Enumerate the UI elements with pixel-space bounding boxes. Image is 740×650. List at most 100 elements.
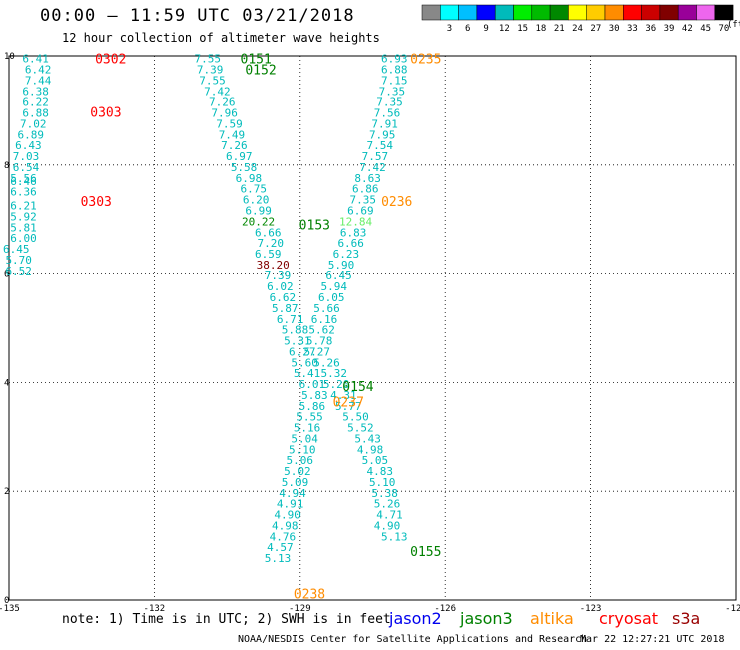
swh-point-altika: 12.84 [339, 215, 372, 228]
swh-point-altika: 6.45 [325, 269, 352, 282]
swh-point-altika: 5.43 [354, 432, 381, 445]
swh-point-altika: 7.15 [381, 74, 408, 87]
swh-point-jason3: 7.55 [194, 53, 221, 66]
swh-point-jason3: 5.10 [289, 443, 316, 456]
colorbar-swatch [714, 4, 734, 21]
swh-point-jason3: 6.02 [267, 280, 294, 293]
swh-point-altika: 5.38 [371, 487, 398, 500]
colorbar-tick-label: 6 [465, 24, 470, 34]
pass-time-label: 0303 [81, 195, 112, 210]
swh-point-jason3: 6.59 [255, 248, 282, 261]
colorbar-tick-label: 24 [572, 24, 583, 34]
swh-point-cryosat: 5.56 [10, 172, 37, 185]
colorbar-tick-label: 21 [554, 24, 565, 34]
colorbar-swatch [659, 4, 679, 21]
swh-point-cryosat: 5.70 [5, 254, 32, 267]
swh-point-altika: 7.35 [350, 194, 377, 207]
y-tick-label: 10 [4, 52, 15, 62]
swh-point-cryosat: 6.88 [22, 107, 49, 120]
pass-time-label: 0237 [333, 395, 364, 410]
colorbar: 3 6 9 12 15 18 21 24 27 30 33 36 39 42 45 70 [421, 4, 734, 34]
x-tick-label: -123 [580, 604, 602, 614]
pass-time-label: 0302 [95, 53, 126, 68]
swh-point-altika: 7.57 [362, 150, 389, 163]
legend-jason3: jason3 [460, 609, 513, 628]
swh-point-jason3: 5.04 [291, 432, 318, 445]
x-tick-label: -129 [289, 604, 311, 614]
swh-point-jason3: 7.20 [257, 237, 284, 250]
swh-point-altika: 6.88 [381, 64, 408, 77]
swh-point-altika: 5.26 [374, 498, 401, 511]
swh-point-cryosat: 6.41 [22, 53, 49, 66]
plot-frame [8, 55, 737, 601]
swh-point-cryosat: 7.03 [13, 150, 40, 163]
y-tick-label: 4 [4, 378, 9, 388]
swh-point-altika: 4.90 [374, 519, 401, 532]
swh-point-jason3: 5.58 [231, 161, 258, 174]
swh-point-jason3: 4.91 [277, 498, 304, 511]
swh-point-jason3: 5.86 [299, 400, 326, 413]
colorbar-swatch [623, 4, 642, 21]
colorbar-tick-label: 9 [483, 24, 488, 34]
swh-point-cryosat: 6.54 [13, 161, 40, 174]
swh-point-altika: 5.77 [335, 400, 362, 413]
swh-point-altika: 7.35 [376, 96, 403, 109]
swh-point-altika: 6.23 [333, 248, 360, 261]
x-tick-label: -126 [434, 604, 456, 614]
swh-point-jason3: 5.13 [265, 552, 292, 565]
swh-point-jason3: 5.16 [294, 422, 321, 435]
swh-point-altika: 5.10 [369, 476, 396, 489]
pass-time-label: 0236 [381, 195, 412, 210]
colorbar-tick-label: 36 [645, 24, 656, 34]
swh-point-jason3: 4.76 [270, 530, 297, 543]
swh-point-jason3: 5.09 [282, 476, 309, 489]
swh-point-altika: 6.93 [381, 53, 408, 66]
swh-point-altika: 6.83 [340, 226, 367, 239]
chart-subtitle: 12 hour collection of altimeter wave hei… [62, 31, 380, 45]
swh-point-altika: 5.62 [308, 324, 335, 337]
swh-point-altika: 5.78 [306, 335, 333, 348]
swh-point-jason3: 5.02 [284, 465, 311, 478]
colorbar-swatch [458, 4, 478, 21]
pass-time-label: 0151 [241, 53, 272, 68]
swh-point-altika: 7.54 [367, 139, 394, 152]
swh-point-altika: 6.66 [337, 237, 364, 250]
colorbar-swatch [568, 4, 587, 21]
colorbar-swatch [586, 4, 606, 21]
colorbar-tick-label: 12 [499, 24, 510, 34]
swh-point-altika: 6.69 [347, 204, 374, 217]
colorbar-tick-label: 39 [664, 24, 675, 34]
swh-point-altika: 5.13 [381, 530, 408, 543]
y-tick-label: 8 [4, 161, 9, 171]
swh-point-jason3: 5.83 [301, 389, 328, 402]
colorbar-swatch [494, 4, 514, 21]
swh-point-cryosat: 6.00 [10, 232, 37, 245]
pass-time-label: 0235 [410, 53, 441, 68]
swh-point-altika: 7.42 [359, 161, 386, 174]
swh-point-jason3: 7.39 [265, 269, 292, 282]
swh-point-cryosat: 6.36 [10, 185, 37, 198]
y-tick-label: 2 [4, 487, 9, 497]
swh-point-altika: 5.50 [342, 411, 369, 424]
swh-point-altika: 5.66 [313, 302, 340, 315]
swh-point-jason3: 6.97 [226, 150, 253, 163]
colorbar-tick-label: 33 [627, 24, 638, 34]
swh-point-jason3: 4.94 [279, 487, 306, 500]
swh-point-jason3: 20.22 [242, 215, 275, 228]
colorbar-swatch [531, 4, 551, 21]
swh-point-cryosat: 6.43 [15, 139, 42, 152]
swh-point-jason3: 7.49 [219, 128, 246, 141]
swh-point-jason3: 6.62 [270, 291, 297, 304]
colorbar-swatch [677, 4, 697, 21]
x-tick-label: -120 [725, 604, 740, 614]
swh-point-jason3: 6.66 [255, 226, 282, 239]
swh-point-cryosat: 6.46 [10, 175, 37, 188]
swh-point-jason3: 7.55 [199, 74, 226, 87]
swh-point-jason3: 7.39 [197, 64, 224, 77]
swh-point-cryosat: 6.21 [10, 200, 37, 213]
colorbar-swatch [641, 4, 661, 21]
swh-point-jason3: 4.90 [274, 509, 301, 522]
swh-point-jason3: 5.87 [272, 302, 299, 315]
swh-point-cryosat: 6.42 [25, 64, 52, 77]
